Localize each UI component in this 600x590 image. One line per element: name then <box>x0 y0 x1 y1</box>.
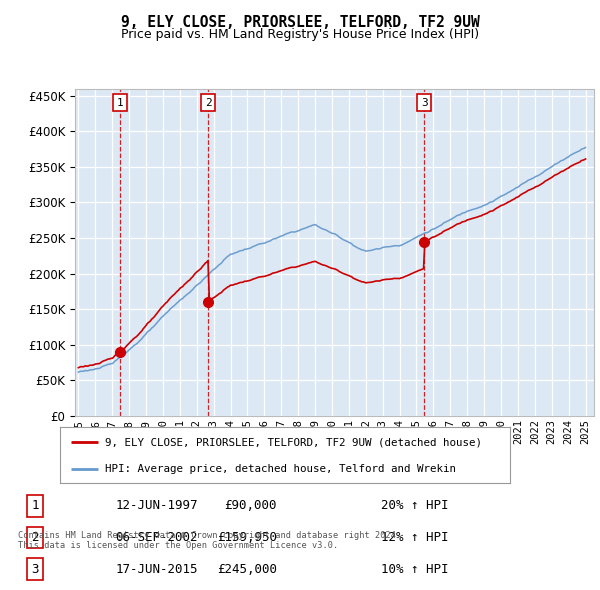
Text: This data is licensed under the Open Government Licence v3.0.: This data is licensed under the Open Gov… <box>18 541 338 550</box>
Text: 12-JUN-1997: 12-JUN-1997 <box>116 499 198 512</box>
Text: 12% ↑ HPI: 12% ↑ HPI <box>380 531 448 544</box>
Text: £90,000: £90,000 <box>224 499 277 512</box>
Text: £159,950: £159,950 <box>217 531 277 544</box>
Text: 3: 3 <box>421 98 428 108</box>
Text: Price paid vs. HM Land Registry's House Price Index (HPI): Price paid vs. HM Land Registry's House … <box>121 28 479 41</box>
Text: 1: 1 <box>31 499 39 512</box>
Text: £245,000: £245,000 <box>217 563 277 576</box>
Text: Contains HM Land Registry data © Crown copyright and database right 2024.: Contains HM Land Registry data © Crown c… <box>18 531 401 540</box>
Text: 10% ↑ HPI: 10% ↑ HPI <box>380 563 448 576</box>
Text: 9, ELY CLOSE, PRIORSLEE, TELFORD, TF2 9UW: 9, ELY CLOSE, PRIORSLEE, TELFORD, TF2 9U… <box>121 15 479 30</box>
Text: 2: 2 <box>205 98 212 108</box>
Text: 2: 2 <box>31 531 39 544</box>
Text: HPI: Average price, detached house, Telford and Wrekin: HPI: Average price, detached house, Telf… <box>105 464 456 474</box>
Text: 06-SEP-2002: 06-SEP-2002 <box>116 531 198 544</box>
Text: 17-JUN-2015: 17-JUN-2015 <box>116 563 198 576</box>
Text: 3: 3 <box>31 563 39 576</box>
Text: 20% ↑ HPI: 20% ↑ HPI <box>380 499 448 512</box>
Text: 1: 1 <box>116 98 124 108</box>
Text: 9, ELY CLOSE, PRIORSLEE, TELFORD, TF2 9UW (detached house): 9, ELY CLOSE, PRIORSLEE, TELFORD, TF2 9U… <box>105 437 482 447</box>
